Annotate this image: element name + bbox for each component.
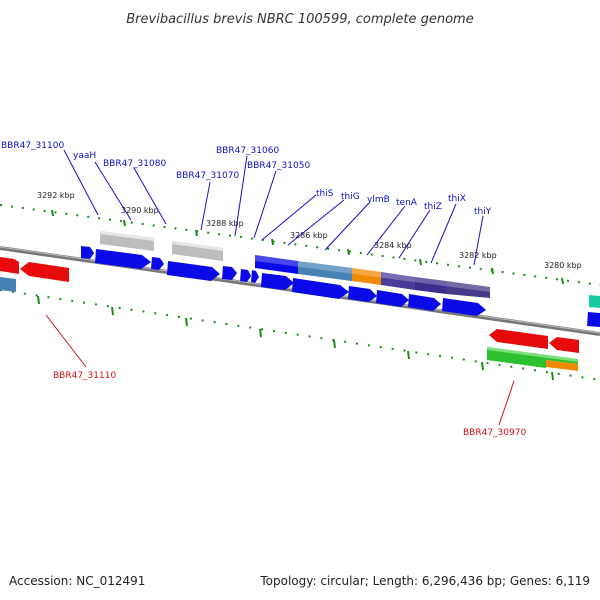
kbp-label: 3282 kbp — [459, 251, 497, 260]
gene-label-tena[interactable]: tenA — [396, 198, 418, 208]
genome-summary-text: Topology: circular; Length: 6,296,436 bp… — [259, 574, 590, 588]
gene-arrow[interactable] — [587, 312, 600, 327]
gene-label-this[interactable]: thiS — [316, 189, 334, 199]
pseudo-gene[interactable] — [100, 231, 154, 251]
gene-label-bbr47-31060[interactable]: BBR47_31060 — [216, 146, 279, 156]
gene-label-thiz[interactable]: thiZ — [424, 202, 442, 212]
pseudo-gene[interactable] — [172, 241, 223, 261]
gene-label-bbr47-31100[interactable]: BBR47_31100 — [1, 141, 64, 151]
operon-track — [255, 255, 490, 298]
gene-arrow[interactable] — [251, 270, 259, 283]
gene-label-bbr47-31050[interactable]: BBR47_31050 — [247, 161, 310, 171]
gene-arrow[interactable] — [95, 249, 151, 269]
leader-lines-reverse — [45, 314, 515, 426]
gene-block[interactable] — [381, 272, 415, 290]
kbp-label: 3292 kbp — [37, 191, 75, 200]
gene-label-thig[interactable]: thiG — [341, 192, 360, 202]
gene-block[interactable] — [298, 261, 352, 281]
gene-arrow[interactable] — [0, 257, 19, 274]
gene-block[interactable] — [352, 268, 381, 285]
kbp-label: 3280 kbp — [544, 261, 582, 270]
gene-arrow[interactable] — [81, 246, 94, 259]
gene-label-bbr47-31080[interactable]: BBR47_31080 — [103, 159, 166, 169]
kbp-scale: 3292 kbp 3290 kbp 3288 kbp 3286 kbp 3284… — [37, 191, 582, 270]
gene-block[interactable] — [255, 255, 298, 274]
gene-arrow[interactable] — [549, 337, 579, 353]
gene-label-bbr47-30970[interactable]: BBR47_30970 — [463, 428, 526, 438]
gene-arrow[interactable] — [240, 269, 251, 282]
leader-lines — [63, 149, 484, 266]
reverse-genes — [0, 257, 579, 353]
gene-arrow[interactable] — [151, 257, 164, 270]
gene-label-yaah[interactable]: yaaH — [73, 151, 96, 161]
accession-text: Accession: NC_012491 — [9, 574, 145, 588]
pseudo-genes — [100, 231, 223, 261]
gene-label-thiy[interactable]: thiY — [474, 207, 492, 217]
gene-label-thix[interactable]: thiX — [448, 194, 466, 204]
gene-arrow[interactable] — [376, 290, 409, 307]
gene-arrow[interactable] — [20, 262, 69, 282]
gene-block[interactable] — [487, 347, 546, 368]
gene-arrow[interactable] — [222, 266, 237, 280]
gene-label-bbr47-31070[interactable]: BBR47_31070 — [176, 171, 239, 181]
lower-feature-track — [0, 277, 600, 371]
gene-arrow[interactable] — [442, 298, 486, 316]
gene-labels: BBR47_31100 yaaH BBR47_31080 BBR47_31070… — [1, 141, 526, 438]
kbp-label: 3290 kbp — [121, 206, 159, 215]
outer-tick-track — [0, 204, 600, 286]
gene-label-bbr47-31110[interactable]: BBR47_31110 — [53, 371, 116, 381]
gene-block[interactable] — [415, 277, 446, 294]
gene-arrow[interactable] — [348, 286, 377, 302]
gene-block[interactable] — [546, 360, 578, 371]
kbp-label: 3288 kbp — [206, 219, 244, 228]
gene-arrow[interactable] — [489, 329, 548, 349]
forward-genes — [81, 246, 600, 327]
gene-arrow[interactable] — [167, 261, 220, 281]
gene-label-ylmb[interactable]: ylmB — [367, 195, 390, 205]
gene-block[interactable] — [0, 277, 16, 292]
inner-tick-track — [0, 289, 600, 381]
gene-arrow[interactable] — [292, 278, 349, 299]
gene-arrow[interactable] — [408, 294, 441, 311]
gene-block[interactable] — [446, 281, 490, 298]
gene-block[interactable] — [589, 295, 600, 308]
kbp-label: 3284 kbp — [374, 241, 412, 250]
gene-arrow[interactable] — [261, 273, 294, 290]
map-title: Brevibacillus brevis NBRC 100599, comple… — [126, 12, 473, 27]
kbp-label: 3286 kbp — [290, 231, 328, 240]
